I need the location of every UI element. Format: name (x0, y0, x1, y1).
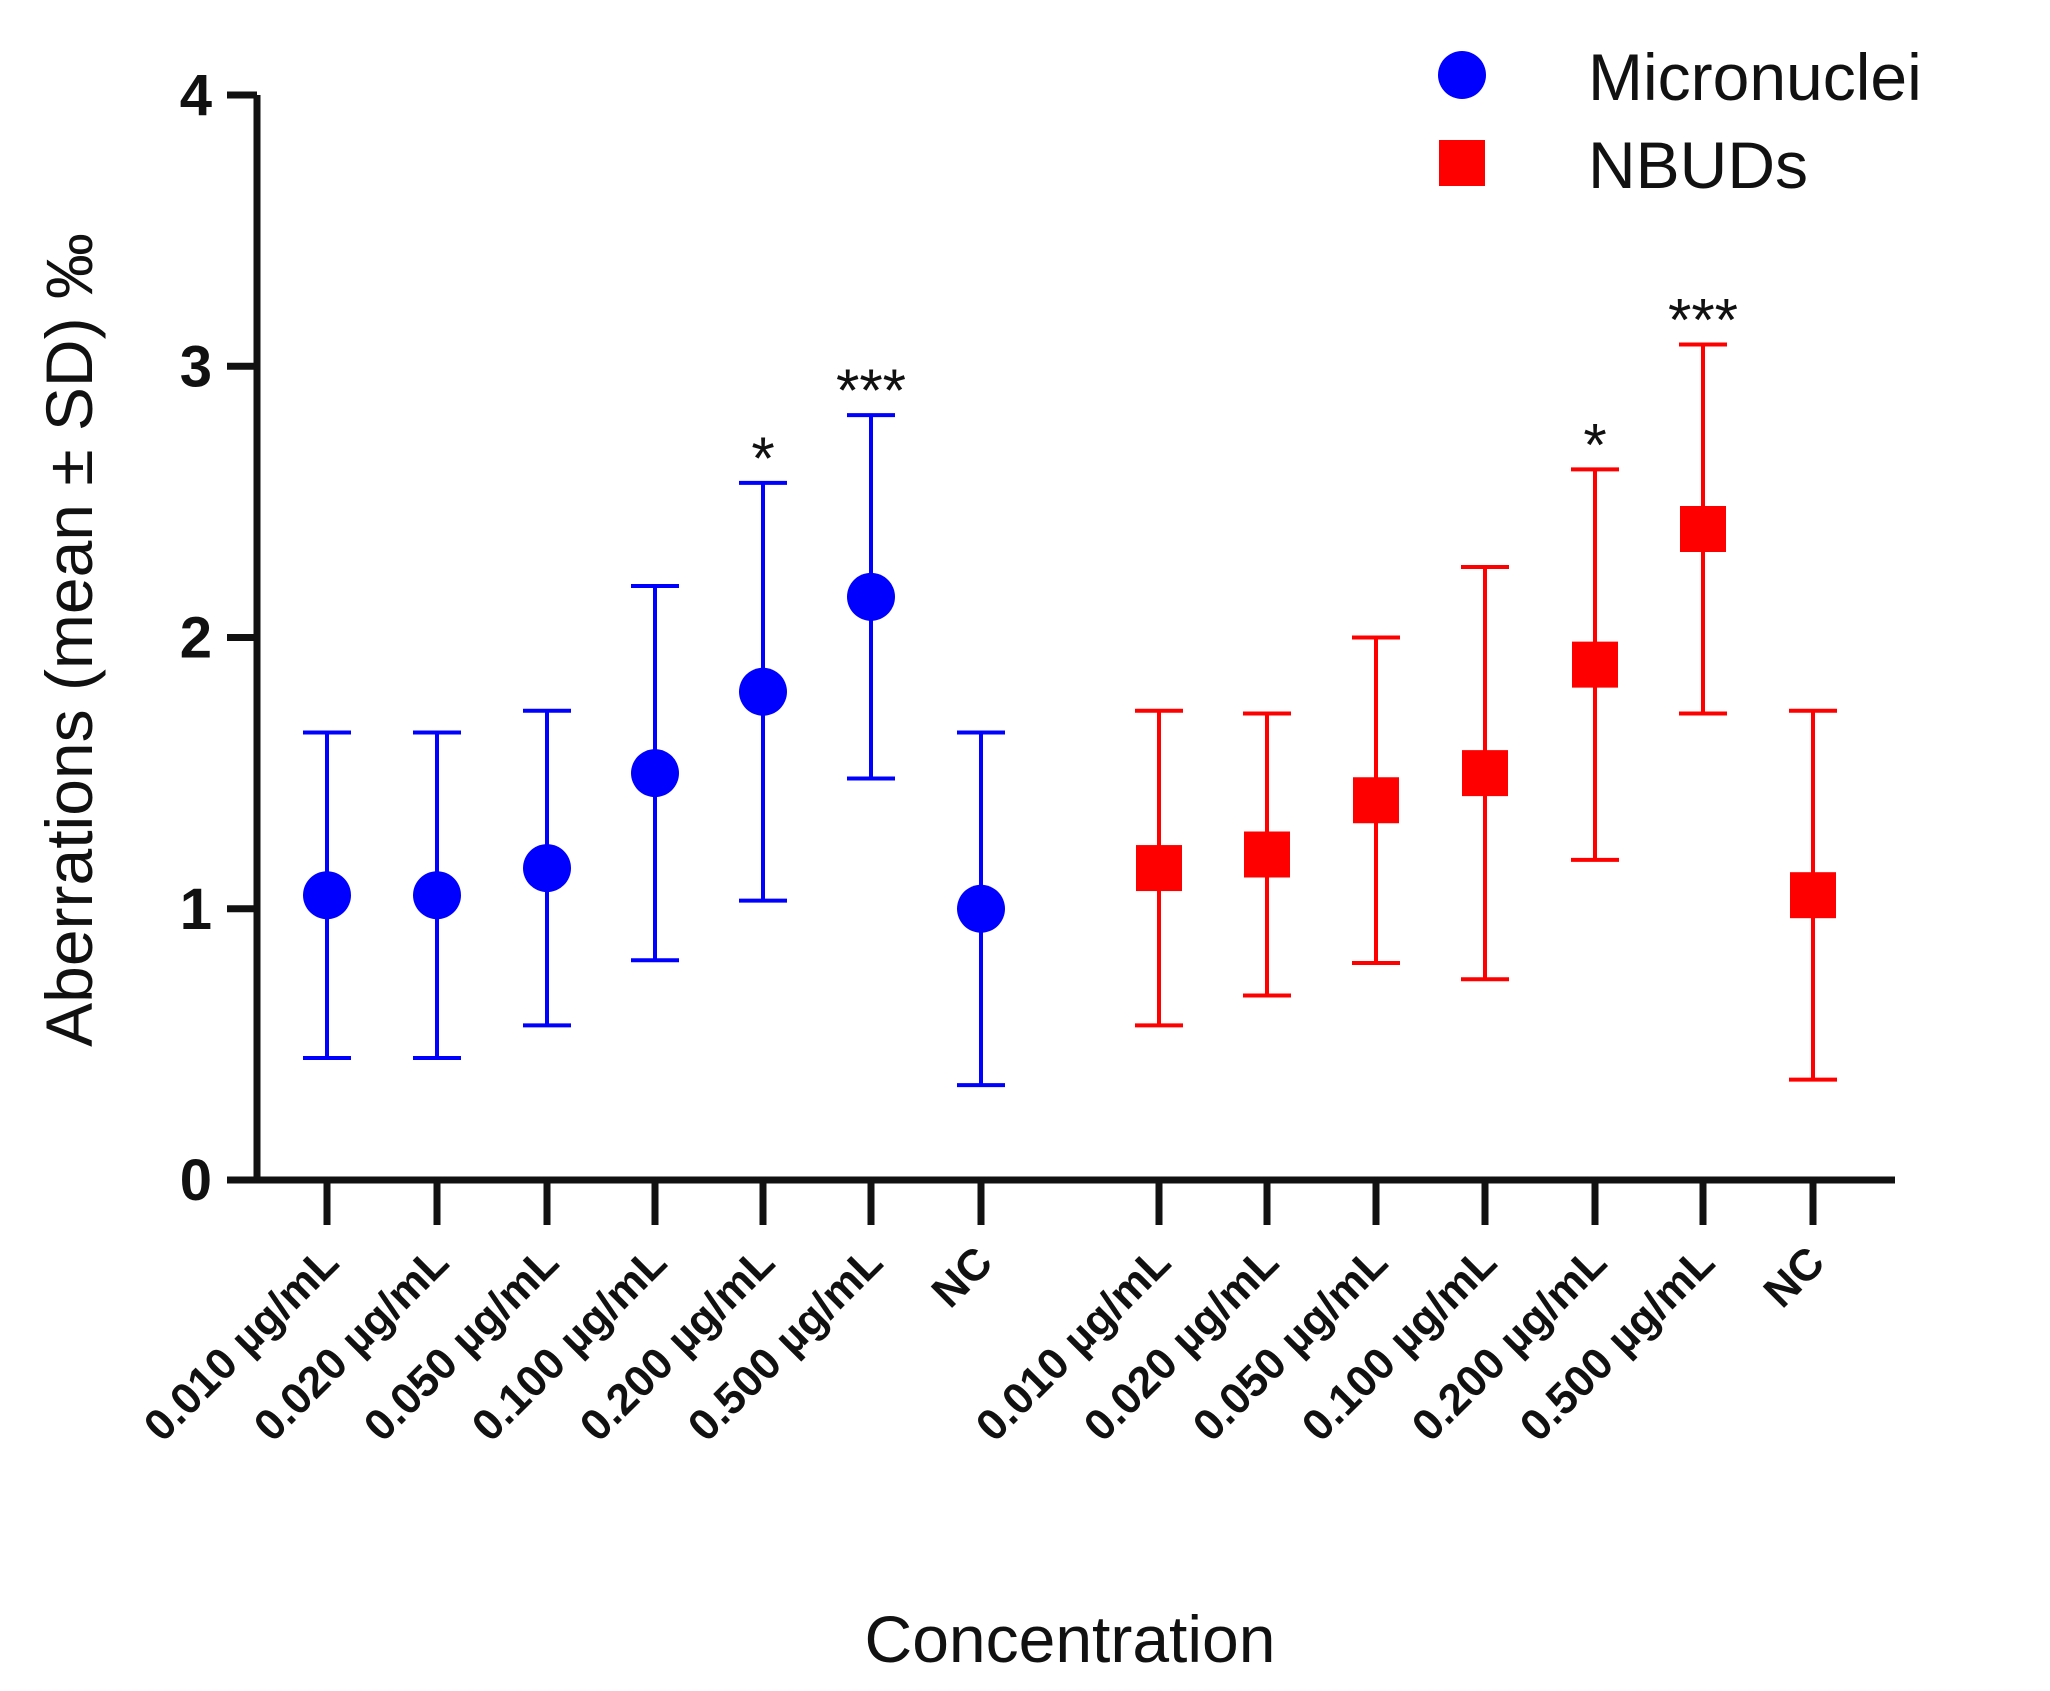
nbuds-point-group (1789, 708, 1837, 1082)
nbuds-marker (1353, 777, 1399, 824)
y-tick-label: 3 (180, 334, 212, 399)
micronuclei-point-group (303, 730, 351, 1060)
nbuds-marker (1572, 641, 1618, 688)
y-axis-title: Aberrations (mean ± SD) ‰ (32, 233, 106, 1047)
y-tick-label: 0 (180, 1148, 212, 1213)
nbuds-point-group (1243, 711, 1291, 998)
significance-label: *** (1668, 287, 1738, 354)
micronuclei-marker (847, 572, 895, 621)
y-tick-label: 1 (180, 877, 212, 942)
micronuclei-marker (631, 749, 679, 798)
nbuds-point-group (1461, 564, 1509, 982)
y-tick-label: 4 (180, 63, 212, 128)
micronuclei-marker (739, 667, 787, 716)
legend-label-nbuds: NBUDs (1588, 128, 1808, 202)
micronuclei-point-group (957, 730, 1005, 1088)
micronuclei-point-group (523, 708, 571, 1028)
legend-marker-micronuclei (1438, 51, 1486, 99)
y-tick-label: 2 (180, 606, 212, 671)
significance-label: *** (836, 357, 906, 424)
nbuds-marker (1244, 831, 1290, 878)
legend-marker-nbuds (1439, 140, 1485, 186)
x-tick-label: NC (1754, 1237, 1834, 1317)
nbuds-marker (1790, 872, 1836, 919)
micronuclei-point-group (631, 583, 679, 963)
legend-label-micronuclei: Micronuclei (1588, 40, 1922, 114)
micronuclei-marker (523, 844, 571, 893)
plot-area: ******** (303, 287, 1837, 1088)
nbuds-marker (1462, 750, 1508, 797)
nbuds-marker (1136, 845, 1182, 892)
micronuclei-marker (957, 884, 1005, 933)
micronuclei-marker (303, 871, 351, 920)
legend: Micronuclei NBUDs (1438, 40, 1922, 202)
micronuclei-point-group: *** (836, 357, 906, 781)
significance-label: * (1583, 411, 1606, 478)
micronuclei-marker (413, 871, 461, 920)
micronuclei-point-group: * (739, 425, 787, 903)
micronuclei-point-group (413, 730, 461, 1060)
x-tick-label: NC (922, 1237, 1002, 1317)
significance-label: * (751, 425, 774, 492)
nbuds-marker (1680, 506, 1726, 552)
nbuds-point-group (1352, 635, 1400, 965)
nbuds-point-group: *** (1668, 287, 1738, 716)
nbuds-point-group (1135, 708, 1183, 1028)
x-axis-title: Concentration (865, 1602, 1276, 1676)
nbuds-point-group: * (1571, 411, 1619, 862)
